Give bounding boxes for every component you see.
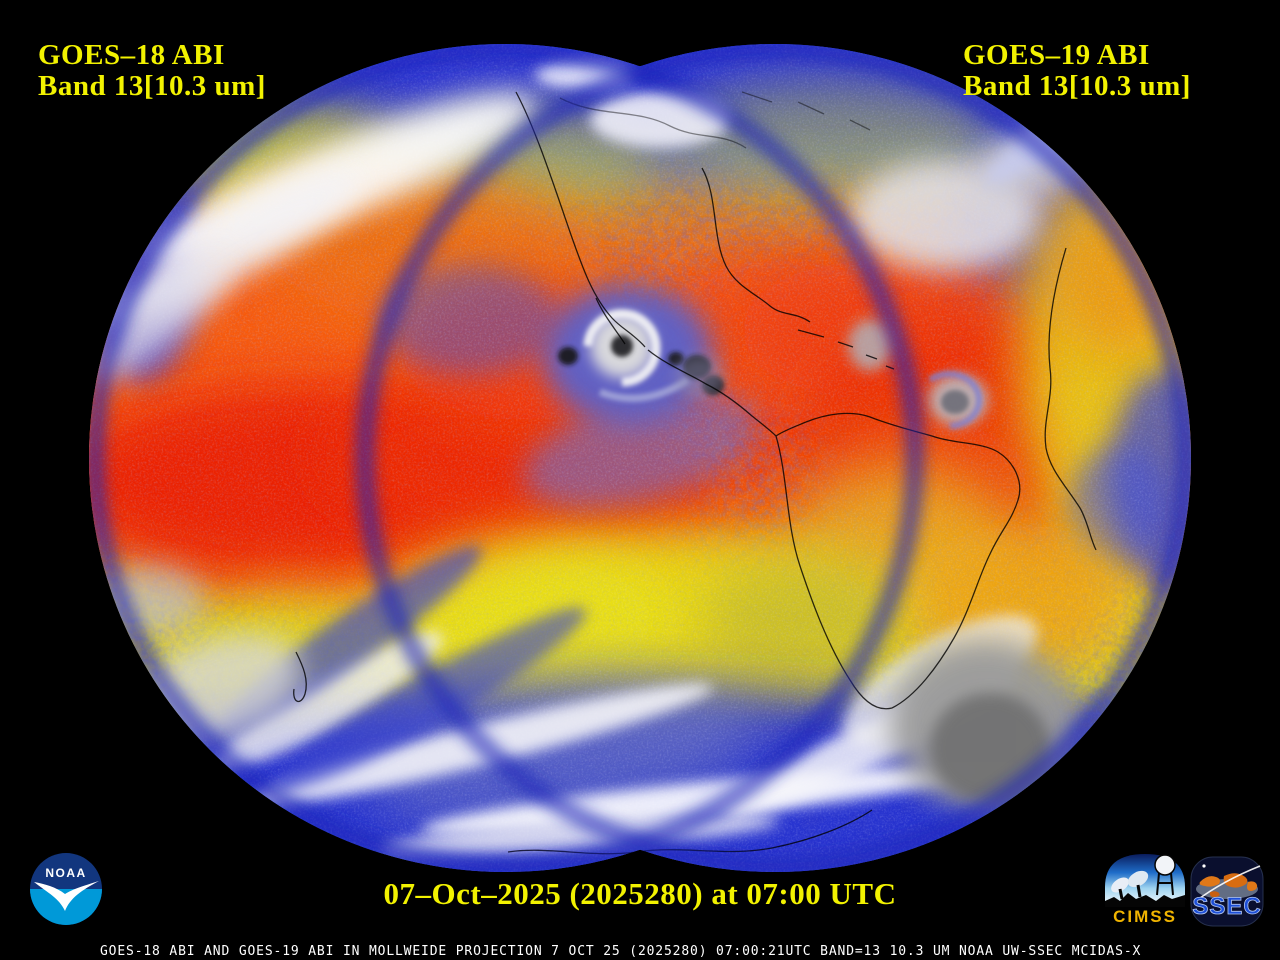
status-line: GOES-18 ABI AND GOES-19 ABI IN MOLLWEIDE… (100, 944, 1142, 959)
ssec-logo-text: SSEC (1192, 893, 1261, 920)
title-goes19: GOES–19 ABI Band 13[10.3 um] (963, 40, 1191, 102)
title-goes19-line2: Band 13[10.3 um] (963, 70, 1191, 102)
title-goes19-line1: GOES–19 ABI (963, 39, 1150, 71)
cimss-logo: CIMSS (1101, 850, 1189, 926)
timestamp: 07–Oct–2025 (2025280) at 07:00 UTC (383, 876, 897, 911)
title-goes18: GOES–18 ABI Band 13[10.3 um] (38, 40, 266, 102)
noaa-logo-text: NOAA (45, 866, 86, 880)
noaa-bird-icon (34, 881, 99, 911)
ssec-logo: SSEC (1190, 856, 1264, 927)
noaa-logo: NOAA (30, 853, 102, 925)
cimss-observatory-icon (1105, 854, 1185, 907)
ir-temperature-colorbar (95, 937, 1275, 944)
title-goes18-line2: Band 13[10.3 um] (38, 70, 266, 102)
ssec-globe-icon (1195, 864, 1261, 902)
cimss-logo-text: CIMSS (1113, 907, 1177, 926)
title-goes18-line1: GOES–18 ABI (38, 39, 225, 71)
limb-shading (89, 44, 1191, 872)
hurricane (543, 285, 713, 425)
cold-cloud-tops (558, 347, 726, 398)
atlantic-storm (928, 371, 988, 429)
